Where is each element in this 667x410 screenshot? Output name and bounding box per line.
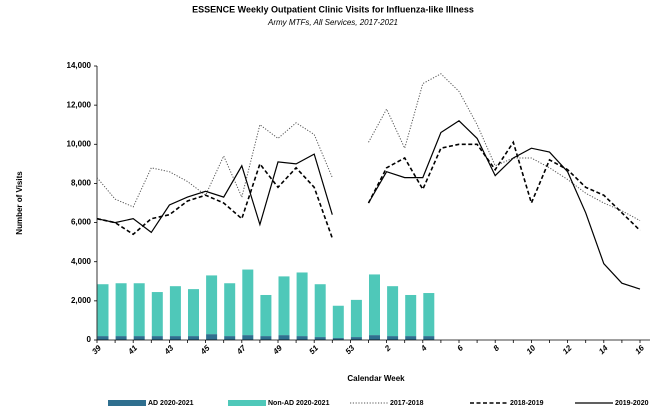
x-tick-label: 2 (382, 343, 393, 354)
bar (242, 335, 254, 340)
bar (278, 276, 290, 336)
bar (405, 336, 417, 340)
x-axis-label: Calendar Week (347, 374, 405, 383)
bar (332, 338, 344, 340)
bar (133, 283, 145, 337)
x-tick-label: 39 (90, 343, 103, 356)
y-tick-label: 4,000 (71, 257, 92, 266)
legend-label: AD 2020-2021 (148, 400, 194, 407)
bar (350, 337, 362, 340)
x-tick-label: 53 (344, 343, 357, 356)
bar (169, 336, 181, 340)
x-tick-label: 12 (561, 343, 574, 356)
bar (260, 294, 272, 337)
y-tick-label: 10,000 (67, 139, 92, 148)
chart-title: ESSENCE Weekly Outpatient Clinic Visits … (192, 4, 474, 14)
bar (151, 336, 163, 340)
x-tick-label: 14 (597, 343, 610, 356)
x-tick-label: 6 (455, 343, 465, 353)
bar (115, 336, 127, 340)
bar (369, 335, 380, 340)
legend-swatch (108, 400, 146, 406)
bar (224, 336, 236, 340)
bar (97, 336, 109, 340)
y-tick-label: 8,000 (71, 179, 92, 188)
bar (242, 269, 254, 336)
x-tick-label: 43 (162, 343, 176, 357)
bar (423, 336, 435, 340)
line-series (96, 120, 641, 290)
x-tick-label: 51 (307, 343, 320, 356)
x-tick-label: 10 (525, 343, 538, 356)
bar (206, 334, 218, 340)
legend-label: Non-AD 2020-2021 (268, 400, 330, 407)
bar (350, 299, 362, 338)
bar (133, 336, 145, 340)
x-tick-label: 41 (126, 343, 140, 357)
legend-label: 2019-2020 (615, 400, 649, 407)
y-tick-label: 2,000 (71, 296, 92, 305)
bar (314, 337, 326, 340)
bar (387, 286, 399, 337)
bar (387, 336, 399, 340)
bar (296, 336, 308, 340)
y-tick-label: 12,000 (67, 100, 92, 109)
bar (332, 305, 344, 339)
x-tick-label: 4 (418, 343, 429, 354)
chart-subtitle: Army MTFs, All Services, 2017-2021 (267, 18, 398, 27)
y-tick-label: 0 (87, 335, 92, 344)
bar (188, 336, 199, 340)
bar (97, 284, 109, 337)
bar (206, 275, 218, 335)
bar (151, 292, 163, 337)
bar (224, 283, 236, 337)
x-tick-label: 45 (198, 343, 212, 357)
line-series (96, 140, 641, 239)
line-series (96, 73, 641, 222)
bar (314, 284, 326, 338)
bar (296, 272, 308, 337)
bar (188, 289, 199, 337)
x-tick-label: 16 (633, 343, 646, 356)
y-tick-label: 14,000 (67, 61, 92, 70)
bar (278, 335, 290, 340)
bar (260, 336, 272, 340)
legend-label: 2017-2018 (390, 400, 424, 407)
bar (115, 283, 127, 337)
bar (169, 286, 181, 337)
y-tick-label: 6,000 (71, 218, 92, 227)
legend-label: 2018-2019 (510, 400, 544, 407)
y-axis-label: Number of Visits (15, 171, 24, 235)
bar (423, 293, 435, 337)
x-tick-label: 47 (234, 343, 248, 357)
bar (369, 274, 380, 336)
x-tick-label: 8 (492, 343, 502, 353)
bar (405, 294, 417, 337)
x-tick-label: 49 (271, 343, 285, 357)
legend-swatch (228, 400, 266, 406)
